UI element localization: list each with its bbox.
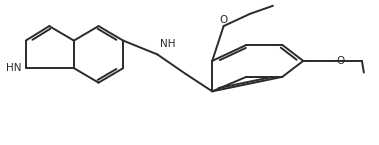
Text: HN: HN — [6, 63, 22, 73]
Text: NH: NH — [160, 39, 176, 49]
Text: O: O — [337, 56, 345, 66]
Text: O: O — [219, 15, 228, 25]
